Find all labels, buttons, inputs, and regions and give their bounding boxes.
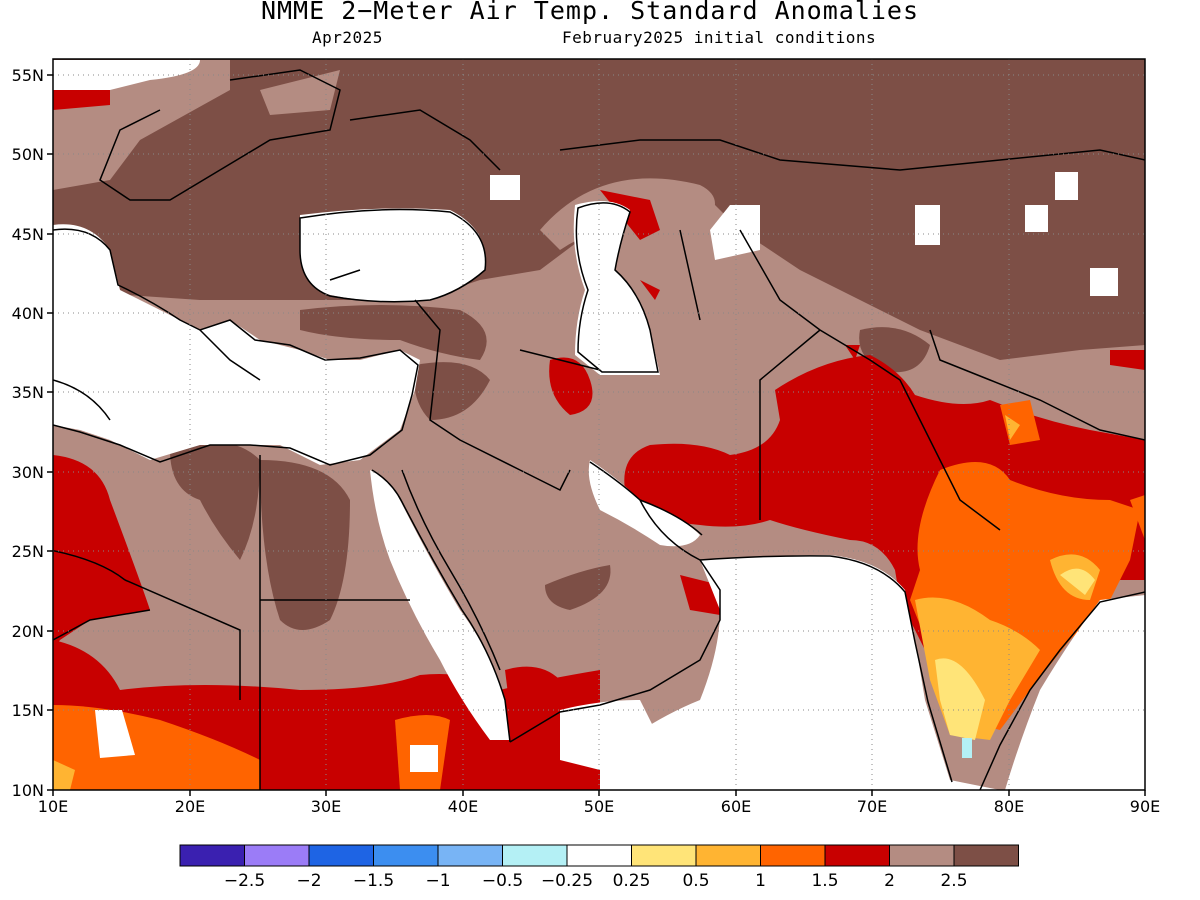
tick-marks xyxy=(47,74,1146,796)
lat-tick-label: 15N xyxy=(12,701,44,720)
anomaly-white-patch-altai xyxy=(1025,205,1048,232)
anomaly-sea-red xyxy=(370,470,510,740)
anomaly-patch-bengal-orange xyxy=(1130,495,1145,540)
anomaly-white-patch-volga xyxy=(490,175,520,200)
anomaly-patch-iran-red xyxy=(549,357,593,415)
forecast-month: Apr2025 xyxy=(312,28,383,47)
lat-tick-label: 30N xyxy=(12,463,44,482)
lon-tick-label: 10E xyxy=(38,797,68,816)
lat-tick-label: 55N xyxy=(12,66,44,85)
lon-tick-label: 40E xyxy=(448,797,478,816)
anomaly-patch-turkey xyxy=(300,305,487,360)
anomaly-patch-nepal-lightorange xyxy=(1005,415,1020,440)
colorbar-swatch xyxy=(179,844,245,867)
colorbar-swatch xyxy=(695,844,761,867)
lat-tick-label: 40N xyxy=(12,304,44,323)
anomaly-patch-arabia xyxy=(545,565,611,610)
colorbar-swatch xyxy=(566,844,632,867)
colorbar-label: 2 xyxy=(884,871,895,891)
colorbar-label: −1.5 xyxy=(353,871,394,891)
lon-tick-label: 20E xyxy=(175,797,205,816)
anomaly-sea-north xyxy=(53,60,200,90)
anomaly-patch-india-yellow xyxy=(1060,568,1095,595)
colorbar-swatch xyxy=(308,844,374,867)
colorbar-swatch xyxy=(760,844,826,867)
anomaly-white-patch-chad xyxy=(95,710,135,758)
anomaly-white-patch-mongolia xyxy=(1055,172,1078,200)
colorbar-swatch xyxy=(889,844,955,867)
anomaly-patch-kashmir-red xyxy=(845,345,860,360)
colorbar-label: −2.5 xyxy=(224,871,265,891)
initial-conditions: February2025 initial conditions xyxy=(562,28,877,47)
colorbar-label: 0.25 xyxy=(613,871,651,891)
anomaly-sea-arabian xyxy=(600,555,1000,790)
colorbar-label: 0.5 xyxy=(682,871,709,891)
colorbar-label: −1 xyxy=(425,871,450,891)
anomaly-patch-yemen-red xyxy=(505,666,560,710)
anomaly-patch-tibet-red xyxy=(1110,350,1145,370)
anomaly-lake-balkhash xyxy=(915,205,940,245)
colorbar-label: −2 xyxy=(296,871,321,891)
lat-tick-label: 50N xyxy=(12,145,44,164)
lon-tick-label: 70E xyxy=(857,797,887,816)
anomaly-patch-syria xyxy=(414,362,490,420)
colorbar-swatch xyxy=(373,844,439,867)
anomaly-patch-turkmen-red xyxy=(640,280,660,300)
anomaly-lake-aral xyxy=(710,205,760,260)
map-title: NMME 2−Meter Air Temp. Standard Anomalie… xyxy=(260,0,920,25)
gridlines xyxy=(53,59,1145,790)
colorbar-swatch xyxy=(824,844,890,867)
lat-tick-label: 20N xyxy=(12,622,44,641)
lon-tick-label: 60E xyxy=(721,797,751,816)
lon-tick-label: 80E xyxy=(994,797,1024,816)
colorbar-swatch xyxy=(437,844,503,867)
colorbar-swatch xyxy=(631,844,697,867)
lon-tick-labels: 10E 20E 30E 40E 50E 60E 70E 80E 90E xyxy=(38,797,1160,816)
colorbar-label: −0.25 xyxy=(541,871,593,891)
anomaly-patch-caspian-red xyxy=(600,190,660,240)
coastlines xyxy=(53,69,1145,790)
anomaly-white-patch-tana xyxy=(410,745,438,772)
anomaly-sea-aden xyxy=(560,700,660,770)
anomaly-region-india-yellow xyxy=(935,658,985,740)
anomaly-patch-egypt xyxy=(260,460,350,630)
anomaly-sea-black xyxy=(300,208,486,302)
anomaly-patch-libya xyxy=(170,442,260,560)
anomaly-white-patch-xinjiang xyxy=(1090,268,1118,296)
anomaly-sea-mediterranean xyxy=(53,224,420,465)
lat-tick-label: 35N xyxy=(12,383,44,402)
colorbar: −2.5 −2 −1.5 −1 −0.5 −0.25 0.25 0.5 1 1.5 2 2.5 xyxy=(179,844,1019,891)
colorbar-label: −0.5 xyxy=(482,871,523,891)
anomaly-patch-kerala-cyan xyxy=(962,738,972,758)
lon-tick-label: 30E xyxy=(311,797,341,816)
lon-tick-label: 90E xyxy=(1130,797,1160,816)
colorbar-label: 1.5 xyxy=(811,871,838,891)
lat-tick-labels: 55N 50N 45N 40N 35N 30N 25N 20N 15N 10N xyxy=(12,66,44,800)
anomaly-sea-caspian xyxy=(573,201,660,375)
anomaly-region-poland xyxy=(260,70,340,115)
anomaly-region-tibet xyxy=(1040,370,1145,440)
anomaly-sea-bay-of-bengal xyxy=(1005,595,1145,790)
lat-tick-label: 25N xyxy=(12,542,44,561)
colorbar-swatch xyxy=(953,844,1019,867)
lat-tick-label: 10N xyxy=(12,781,44,800)
colorbar-label: 1 xyxy=(755,871,766,891)
colorbar-label: 2.5 xyxy=(940,871,967,891)
lon-tick-label: 50E xyxy=(584,797,614,816)
colorbar-swatch xyxy=(244,844,310,867)
colorbar-swatch xyxy=(502,844,568,867)
anomaly-region-africa-red xyxy=(53,455,600,790)
anomaly-patch-africa-lightorange xyxy=(53,760,75,790)
lat-tick-label: 45N xyxy=(12,225,44,244)
